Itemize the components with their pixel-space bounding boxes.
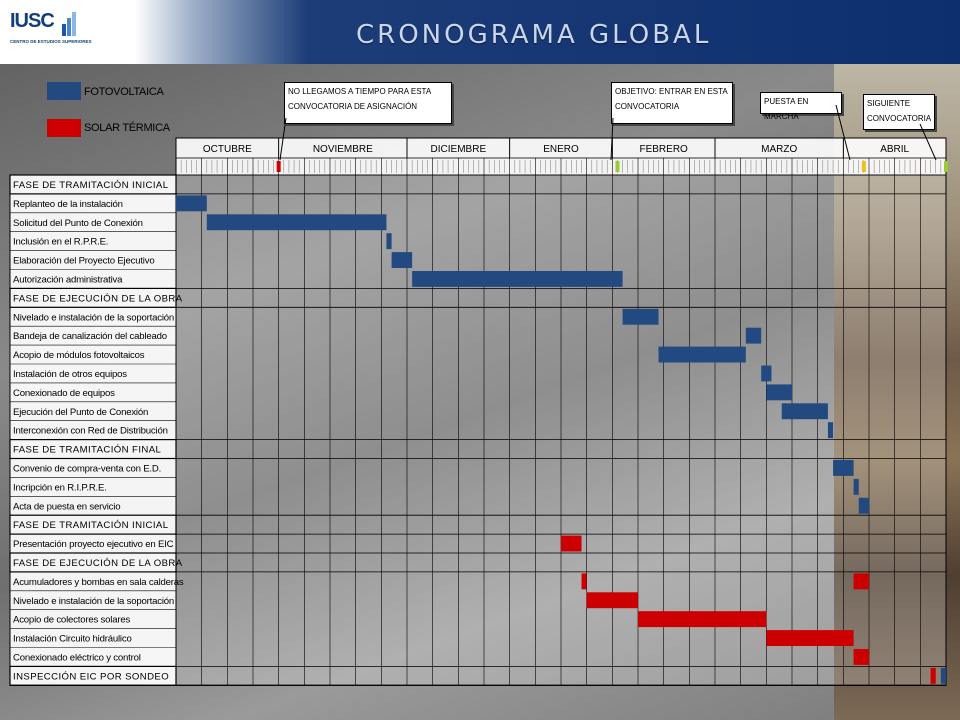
logo-name: IUSC (10, 10, 55, 32)
gantt-bar (638, 611, 767, 628)
task-label: Elaboración del Proyecto Ejecutivo (13, 256, 154, 267)
logo-mark-icon (62, 12, 76, 36)
task-label: Nivelado e instalación de la soportación (13, 596, 174, 607)
callout-start-up: PUESTA EN MARCHA (760, 92, 842, 121)
callout-arrow (919, 123, 937, 161)
gantt-bar (586, 592, 638, 609)
task-label: Conexionado de equipos (13, 388, 115, 399)
gantt-bar (412, 271, 623, 287)
gantt-bar (930, 667, 936, 684)
task-label: Interconexión con Red de Distribución (13, 426, 168, 437)
gantt-bar (827, 422, 834, 439)
header-bar: IUSC CENTRO DE ESTUDIOS SUPERIORES CRONO… (0, 0, 960, 64)
task-label: Conexionado eléctrico y control (13, 653, 141, 664)
task-label: Acopio de módulos fotovoltaicos (13, 350, 145, 361)
page-title: CRONOGRAMA GLOBAL (356, 20, 712, 50)
task-label: Acopio de colectores solares (13, 615, 130, 626)
gantt-bar (622, 308, 659, 325)
task-label: Instalación Circuito hidráulico (13, 634, 132, 645)
task-label: Convenio de compra-venta con E.D. (13, 464, 161, 475)
phase-label: FASE DE EJECUCIÓN DE LA OBRA (13, 293, 183, 304)
callout-missed-deadline: NO LLEGAMOS A TIEMPO PARA ESTA CONVOCATO… (284, 82, 452, 124)
callout-next-call: SIGUIENTE CONVOCATORIA (863, 94, 935, 130)
callout-objective: OBJETIVO: ENTRAR EN ESTA CONVOCATORIA (611, 82, 733, 124)
gantt-bar (745, 327, 762, 344)
task-label: Inclusión en el R.P.R.E. (13, 237, 108, 248)
milestone-marker (944, 161, 948, 172)
legend-swatch-solar-termica (47, 119, 81, 137)
callout-arrow (610, 117, 614, 161)
month-label: ENERO (543, 144, 579, 155)
gantt-bar (658, 346, 746, 363)
gantt-bar (391, 252, 413, 268)
gantt-bar (940, 667, 946, 684)
gantt-bar (766, 384, 792, 401)
logo: IUSC CENTRO DE ESTUDIOS SUPERIORES (8, 10, 92, 54)
legend-swatch-fotovoltaica (47, 82, 81, 100)
gantt-bar (176, 195, 207, 212)
task-label: Ejecución del Punto de Conexión (13, 407, 148, 418)
gantt-bar (853, 649, 869, 665)
phase-label: FASE DE EJECUCIÓN DE LA OBRA (13, 558, 183, 569)
gantt-bar (581, 573, 587, 590)
gantt-bar (386, 233, 392, 250)
task-label: Acta de puesta en servicio (13, 501, 120, 512)
task-label: Nivelado e instalación de la soportación (13, 312, 174, 323)
task-label: Autorización administrativa (13, 275, 123, 286)
milestone-marker (276, 161, 281, 172)
task-label: Acumuladores y bombas en sala calderas (13, 577, 184, 588)
phase-label: FASE DE TRAMITACIÓN INICIAL (13, 520, 169, 531)
gantt-bar (206, 214, 387, 231)
month-label: ABRIL (880, 144, 909, 155)
legend-label-solar-termica: SOLAR TÉRMICA (84, 122, 170, 134)
gantt-bar (853, 573, 869, 590)
task-label: Incripción en R.I.P.R.E. (13, 482, 107, 493)
callout-arrow (279, 117, 287, 161)
gantt-bar (833, 460, 854, 476)
milestone-marker (615, 161, 620, 172)
task-label: Solicitud del Punto de Conexión (13, 218, 143, 229)
task-label: Bandeja de canalización del cableado (13, 331, 167, 342)
gantt-bar (858, 497, 869, 514)
task-label-column-bg (10, 175, 176, 686)
phase-label: FASE DE TRAMITACIÓN FINAL (13, 445, 162, 456)
gantt-bar (761, 365, 772, 382)
month-label: MARZO (761, 144, 797, 155)
month-label: OCTUBRE (203, 144, 252, 155)
task-label: Instalación de otros equipos (13, 369, 127, 380)
gantt-bar (853, 478, 859, 495)
month-label: FEBRERO (639, 144, 688, 155)
gantt-bar (766, 630, 854, 646)
legend-label-fotovoltaica: FOTOVOLTAICA (84, 86, 164, 98)
gantt-bar (561, 535, 582, 552)
month-label: NOVIEMBRE (313, 144, 373, 155)
phase-label: INSPECCIÓN EIC POR SONDEO (13, 671, 169, 682)
month-label: DICIEMBRE (431, 144, 487, 155)
task-label: Presentación proyecto ejecutivo en EIC (13, 539, 174, 550)
task-label: Replanteo de la instalación (13, 199, 123, 210)
callout-arrow (835, 104, 851, 161)
gantt-bar (781, 403, 828, 420)
phase-label: FASE DE TRAMITACIÓN INICIAL (13, 180, 169, 191)
logo-subtitle: CENTRO DE ESTUDIOS SUPERIORES (10, 39, 92, 44)
milestone-marker (861, 161, 866, 172)
